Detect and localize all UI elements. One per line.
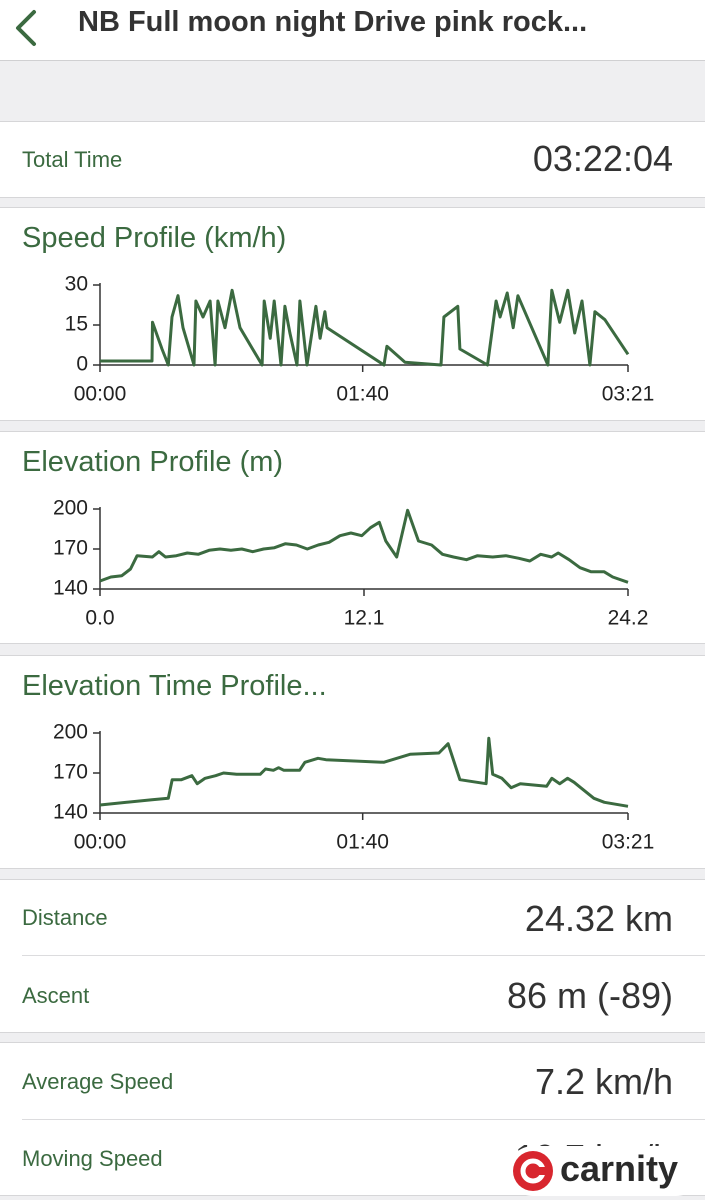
y-tick-label: 140 <box>53 577 88 600</box>
chart: 140 170 200 0.0 12.1 24.2 <box>53 497 649 630</box>
y-tick-label: 30 <box>65 273 88 296</box>
stat-value: 7.2 km/h <box>534 1061 673 1102</box>
y-tick-label: 0 <box>76 353 88 376</box>
stat-label: Moving Speed <box>22 1146 163 1171</box>
total-time-card: Total Time 03:22:04 <box>0 121 705 198</box>
chart-card: Elevation Profile (m) 140 170 200 0.0 12.1 24.… <box>0 431 705 644</box>
data-line <box>99 508 629 584</box>
data-line <box>99 736 629 808</box>
x-tick-label: 00:00 <box>74 383 127 406</box>
watermark: carnity <box>508 1146 701 1196</box>
header: NB Full moon night Drive pink rock... <box>0 0 705 61</box>
stat-value: 03:22:04 <box>532 138 673 179</box>
y-tick-label: 200 <box>53 721 88 744</box>
x-tick-label: 0.0 <box>85 607 114 630</box>
separator <box>22 1119 705 1120</box>
chart-title: Elevation Profile (m) <box>22 446 284 478</box>
x-tick-label: 00:00 <box>74 831 127 854</box>
x-tick-label: 24.2 <box>608 607 649 630</box>
chart-card: Speed Profile (km/h) 0 15 30 00:00 01:40 03:21 <box>0 207 705 421</box>
x-tick-label: 03:21 <box>602 383 655 406</box>
stat-value: 24.32 km <box>524 898 673 939</box>
stat-value: 86 m (-89) <box>506 975 673 1016</box>
chart-card: Elevation Time Profile... 140 170 200 00:00 0… <box>0 655 705 869</box>
y-tick-label: 140 <box>53 801 88 824</box>
chart: 0 15 30 00:00 01:40 03:21 <box>65 273 655 406</box>
back-button[interactable] <box>10 8 40 48</box>
stat-label: Ascent <box>22 983 90 1008</box>
separator <box>22 955 705 956</box>
stat-label: Average Speed <box>22 1069 174 1094</box>
x-tick-label: 12.1 <box>344 607 385 630</box>
header-title: NB Full moon night Drive pink rock... <box>78 6 588 38</box>
y-tick-label: 170 <box>53 761 88 784</box>
chart-title: Speed Profile (km/h) <box>22 222 287 254</box>
y-tick-label: 200 <box>53 497 88 520</box>
y-tick-label: 170 <box>53 537 88 560</box>
x-tick-label: 01:40 <box>336 831 389 854</box>
chart-title: Elevation Time Profile... <box>22 670 327 702</box>
data-line <box>100 288 630 367</box>
chart: 140 170 200 00:00 01:40 03:21 <box>53 721 655 854</box>
stat-label: Distance <box>22 905 108 930</box>
y-tick-label: 15 <box>65 313 88 336</box>
x-tick-label: 01:40 <box>336 383 389 406</box>
x-tick-label: 03:21 <box>602 831 655 854</box>
watermark-logo <box>513 1151 553 1191</box>
watermark-text: carnity <box>560 1148 679 1189</box>
distance-card: Distance 24.32 km Ascent 86 m (-89) <box>0 879 705 1033</box>
stat-label: Total Time <box>22 147 123 172</box>
